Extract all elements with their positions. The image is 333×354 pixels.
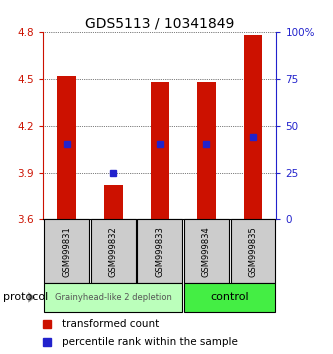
Bar [44,219,89,283]
Bar [57,76,76,219]
Bar [91,219,136,283]
Text: GSM999831: GSM999831 [62,226,71,277]
Bar [151,82,169,219]
Text: GSM999832: GSM999832 [109,226,118,277]
Bar [184,283,275,312]
Bar [197,82,216,219]
Text: transformed count: transformed count [62,319,159,329]
Bar [104,185,123,219]
Text: percentile rank within the sample: percentile rank within the sample [62,337,238,347]
Bar [138,219,182,283]
Text: GSM999833: GSM999833 [155,226,165,277]
Text: GSM999834: GSM999834 [202,226,211,277]
Text: protocol: protocol [3,292,49,302]
Bar [231,219,275,283]
Polygon shape [28,292,35,303]
Bar [44,283,182,312]
Bar [244,35,262,219]
Title: GDS5113 / 10341849: GDS5113 / 10341849 [85,17,234,31]
Text: GSM999835: GSM999835 [248,226,258,277]
Text: Grainyhead-like 2 depletion: Grainyhead-like 2 depletion [55,293,171,302]
Bar [184,219,229,283]
Text: control: control [210,292,249,302]
